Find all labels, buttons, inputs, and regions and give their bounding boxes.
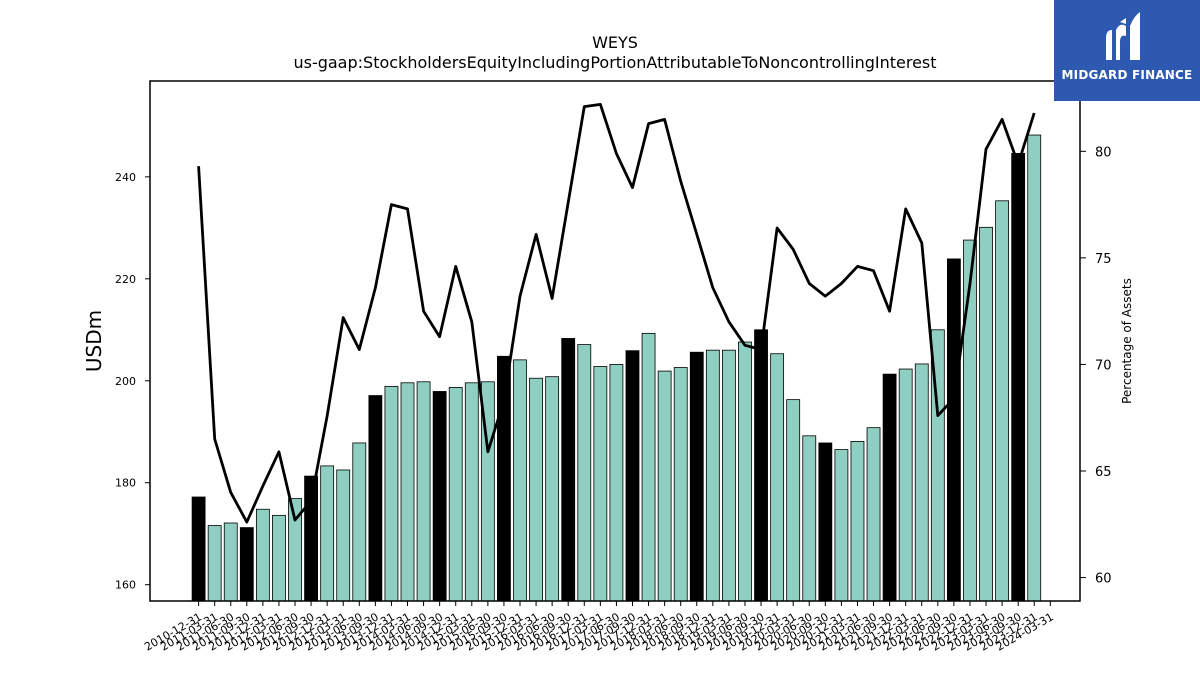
bar (834, 449, 849, 602)
bar (754, 329, 768, 602)
bar (914, 363, 929, 602)
bar (722, 349, 736, 602)
bar (898, 368, 913, 602)
line-path (197, 103, 1036, 524)
bar (207, 525, 222, 602)
bar (689, 351, 704, 602)
left-axis: 160 180 200 220 240 (115, 171, 150, 592)
brand-logo-icon (1106, 12, 1140, 61)
bar (577, 344, 592, 602)
y-tick-label: 180 (115, 477, 136, 490)
y-right-tick-label: 80 (1095, 145, 1112, 160)
bar (320, 465, 335, 602)
bar (963, 239, 977, 602)
bar (705, 349, 720, 602)
bar (657, 370, 672, 602)
bar (641, 332, 656, 602)
bar (995, 200, 1009, 602)
bar (400, 382, 415, 602)
y-right-tick-label: 65 (1095, 465, 1112, 480)
bar (1011, 152, 1026, 602)
bar (625, 350, 640, 602)
y-axis-label-right: Percentage of Assets (1120, 278, 1134, 404)
x-axis: 2010-12-312011-03-312011-06-302011-09-30… (142, 601, 1056, 654)
bar (882, 373, 897, 602)
bar (352, 442, 367, 602)
bar (255, 508, 270, 602)
bar (786, 399, 801, 602)
brand-name: MIDGARD FINANCE (1061, 68, 1193, 82)
line-series (197, 103, 1036, 524)
bar (609, 364, 624, 602)
bar (368, 395, 383, 602)
bar (738, 341, 752, 602)
chart-title: WEYS (592, 33, 638, 52)
bar (818, 442, 833, 602)
bar (191, 496, 206, 602)
y-tick-label: 240 (115, 171, 136, 184)
bar (432, 391, 447, 602)
y-tick-label: 160 (115, 579, 136, 592)
bar (239, 527, 254, 602)
y-right-tick-label: 70 (1095, 358, 1112, 373)
bar (1027, 134, 1042, 602)
bar (464, 382, 479, 602)
bar (545, 376, 560, 602)
bar (593, 366, 608, 602)
bar (673, 367, 688, 602)
bar (272, 514, 286, 602)
bar (946, 258, 961, 602)
bar (770, 353, 785, 602)
bar (802, 435, 817, 602)
right-axis: 60 65 70 75 80 (1080, 145, 1112, 587)
bar (448, 386, 463, 602)
bar (561, 338, 576, 602)
y-tick-label: 220 (115, 273, 136, 286)
bar (529, 377, 543, 602)
y-axis-label-left: USDm (82, 310, 106, 372)
y-right-tick-label: 75 (1095, 252, 1112, 267)
bar (384, 385, 399, 602)
bar (416, 381, 431, 602)
bar (513, 359, 527, 602)
plot-frame (149, 80, 1081, 602)
bar (223, 522, 238, 602)
y-right-tick-label: 60 (1095, 572, 1112, 587)
bar (336, 469, 351, 602)
bar (850, 441, 865, 602)
bar-series (191, 134, 1042, 602)
chart-subtitle: us-gaap:StockholdersEquityIncludingPorti… (293, 53, 936, 72)
bar (866, 427, 881, 602)
y-tick-label: 200 (115, 375, 136, 388)
bar (979, 226, 993, 602)
brand-logo: MIDGARD FINANCE (1054, 0, 1200, 101)
